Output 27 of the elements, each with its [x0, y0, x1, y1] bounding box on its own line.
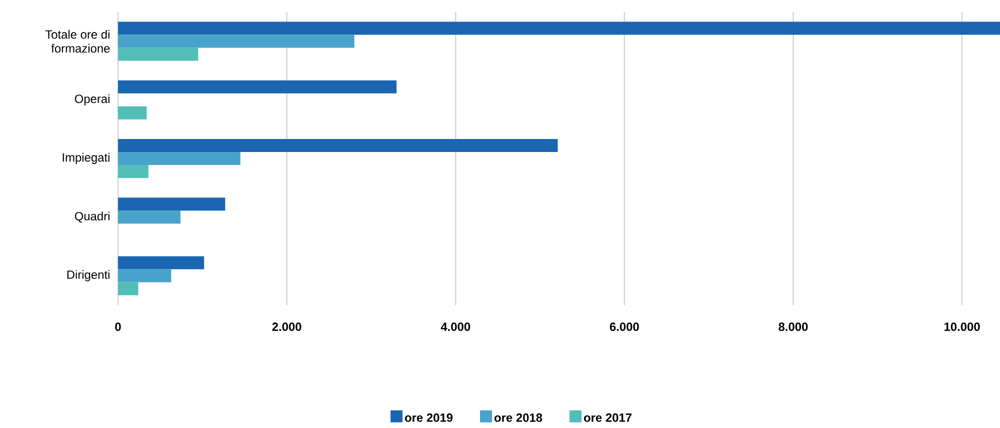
- bar: [118, 139, 558, 152]
- x-tick-label: 8.000: [778, 322, 808, 331]
- y-tick-label: Quadri: [74, 212, 110, 223]
- bar: [118, 210, 180, 224]
- x-tick-label: 2.000: [272, 322, 302, 331]
- bar: [118, 22, 1000, 35]
- y-tick-label: Operai: [74, 94, 110, 106]
- bar: [118, 48, 198, 61]
- y-tick-label: Impiegati: [62, 152, 110, 164]
- bar: [118, 106, 147, 120]
- x-tick-label: 10.000: [944, 322, 980, 331]
- bar: [118, 165, 148, 178]
- bar: [118, 282, 138, 296]
- bar: [118, 80, 397, 94]
- bar: [118, 256, 204, 270]
- y-tick-label: Dirigenti: [67, 270, 110, 282]
- bar: [118, 198, 226, 211]
- x-tick-label: 0: [115, 322, 121, 331]
- y-tick-label: Totale ore di formazione: [45, 30, 110, 53]
- bar: [118, 34, 354, 48]
- bar: [118, 152, 240, 165]
- x-tick-label: 4.000: [440, 322, 470, 331]
- x-tick-label: 6.000: [610, 322, 639, 331]
- legend-label: ore 2017: [584, 413, 632, 422]
- bar: [118, 269, 172, 282]
- legend-label: ore 2018: [494, 413, 542, 422]
- legend-label: ore 2019: [404, 413, 453, 422]
